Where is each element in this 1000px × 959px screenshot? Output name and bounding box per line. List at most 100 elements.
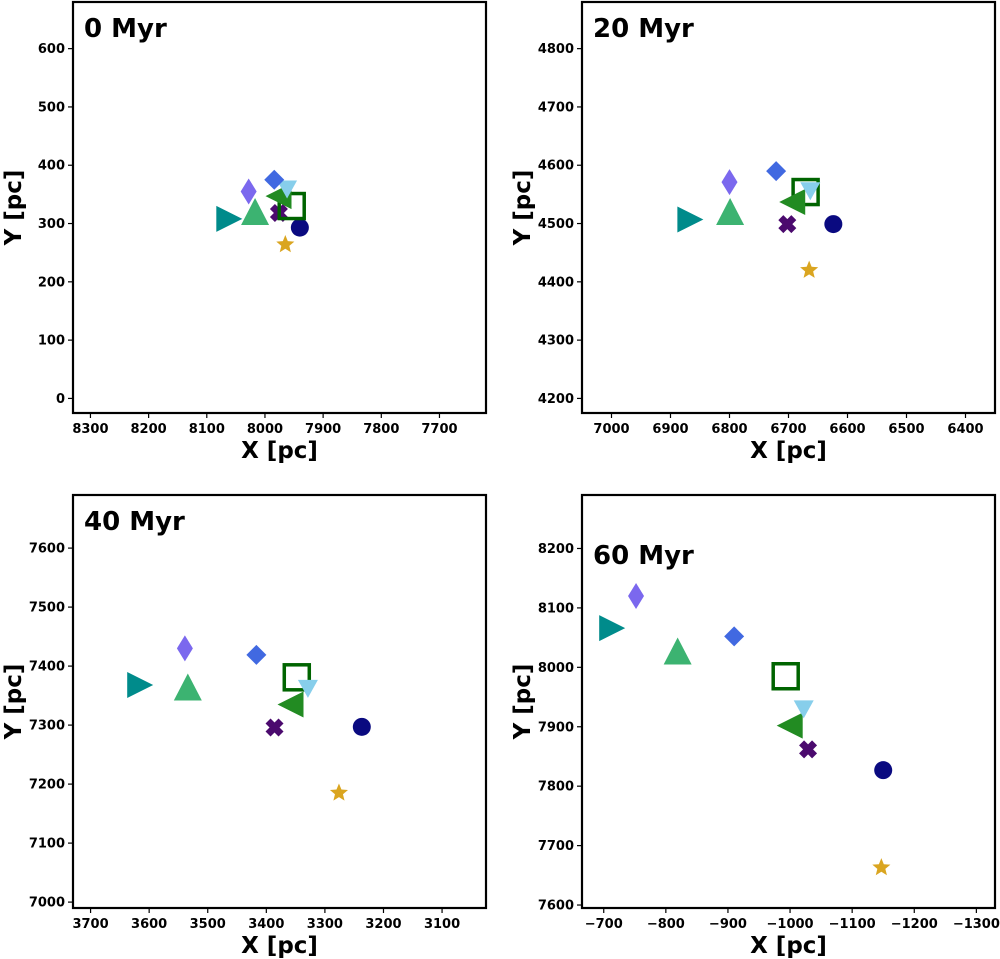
x-axis-label: X [pc] bbox=[241, 933, 318, 959]
x-tick-label: 6800 bbox=[711, 422, 747, 437]
panel-title: 40 Myr bbox=[84, 507, 185, 537]
x-tick-label: 7900 bbox=[305, 422, 341, 437]
x-axis-label: X [pc] bbox=[750, 438, 827, 464]
x-axis: 8300 8200 8100 8000 7900 7800 7700 bbox=[72, 413, 458, 437]
plot-area bbox=[582, 2, 995, 413]
x-tick-label: 8100 bbox=[189, 422, 225, 437]
y-axis: 7000 7100 7200 7300 7400 7500 7600 bbox=[29, 542, 73, 911]
plot-frame bbox=[580, 493, 997, 910]
marker-diamond2 bbox=[246, 644, 267, 665]
x-axis-label: X [pc] bbox=[750, 933, 827, 959]
marker-tri_down bbox=[800, 182, 821, 201]
x-axis: 7000 6900 6800 6700 6600 6500 6400 bbox=[593, 413, 984, 437]
y-tick-label: 7800 bbox=[538, 780, 574, 795]
panel-3: 3700 3600 3500 3400 3300 3200 3100 7000 7100 7200… bbox=[1, 493, 488, 959]
marker-tri_right bbox=[127, 671, 154, 698]
marker-diamond bbox=[628, 583, 645, 610]
x-tick-label: −1100 bbox=[829, 917, 876, 932]
y-axis-label: Y [pc] bbox=[1, 664, 27, 741]
markers bbox=[216, 169, 309, 253]
y-axis-label: Y [pc] bbox=[510, 170, 536, 247]
plot-area bbox=[73, 495, 486, 908]
marker-tri_up bbox=[716, 198, 745, 226]
y-tick-label: 8000 bbox=[538, 661, 574, 676]
marker-tri_left bbox=[779, 188, 806, 215]
marker-tri_down bbox=[297, 679, 318, 698]
y-tick-label: 4600 bbox=[538, 159, 574, 174]
marker-circle bbox=[824, 215, 843, 234]
y-tick-label: 7900 bbox=[538, 720, 574, 735]
y-axis-label: Y [pc] bbox=[510, 664, 536, 741]
marker-circle bbox=[352, 717, 371, 736]
y-tick-label: 7200 bbox=[29, 778, 65, 793]
x-tick-label: 6400 bbox=[947, 422, 983, 437]
y-tick-label: 4200 bbox=[538, 392, 574, 407]
marker-circle bbox=[874, 761, 893, 780]
x-tick-label: 7000 bbox=[593, 422, 629, 437]
y-tick-label: 300 bbox=[38, 217, 65, 232]
marker-square bbox=[791, 177, 820, 207]
y-tick-label: 4500 bbox=[538, 217, 574, 232]
x-axis: 3700 3600 3500 3400 3300 3200 3100 bbox=[72, 908, 460, 932]
x-tick-label: 6500 bbox=[888, 422, 924, 437]
x-tick-label: 8000 bbox=[247, 422, 283, 437]
marker-diamond2 bbox=[766, 161, 787, 182]
x-tick-label: −800 bbox=[647, 917, 685, 932]
panel-1: 8300 8200 8100 8000 7900 7800 7700 0 100 200 300 40… bbox=[1, 0, 488, 464]
x-tick-label: 6900 bbox=[652, 422, 688, 437]
x-tick-label: 3700 bbox=[72, 917, 108, 932]
y-tick-label: 8100 bbox=[538, 601, 574, 616]
y-tick-label: 7700 bbox=[538, 839, 574, 854]
y-axis: 4200 4300 4400 4500 4600 4700 4800 bbox=[538, 42, 582, 407]
y-tick-label: 7300 bbox=[29, 719, 65, 734]
x-tick-label: 3200 bbox=[365, 917, 401, 932]
x-tick-label: 8200 bbox=[131, 422, 167, 437]
marker-star bbox=[872, 858, 891, 876]
y-tick-label: 4300 bbox=[538, 334, 574, 349]
markers bbox=[127, 635, 371, 801]
y-tick-label: 500 bbox=[38, 100, 65, 115]
panel-title: 60 Myr bbox=[593, 541, 694, 571]
marker-star bbox=[276, 235, 295, 253]
x-tick-label: 3600 bbox=[131, 917, 167, 932]
y-tick-label: 0 bbox=[56, 392, 65, 407]
x-tick-label: 8300 bbox=[72, 422, 108, 437]
y-axis-label: Y [pc] bbox=[1, 170, 27, 247]
x-tick-label: −700 bbox=[585, 917, 623, 932]
marker-diamond bbox=[176, 635, 193, 662]
x-tick-label: −1200 bbox=[891, 917, 938, 932]
marker-tri_right bbox=[677, 206, 704, 233]
y-tick-label: 4800 bbox=[538, 42, 574, 57]
y-tick-label: 8200 bbox=[538, 542, 574, 557]
x-tick-label: 3500 bbox=[190, 917, 226, 932]
x-tick-label: −900 bbox=[709, 917, 747, 932]
y-axis: 0 100 200 300 400 500 600 bbox=[38, 42, 73, 407]
y-tick-label: 400 bbox=[38, 159, 65, 174]
markers bbox=[677, 161, 843, 278]
marker-tri_up bbox=[173, 673, 202, 701]
y-tick-label: 4400 bbox=[538, 275, 574, 290]
panel-title: 20 Myr bbox=[593, 14, 694, 44]
marker-cross bbox=[799, 740, 818, 759]
y-tick-label: 100 bbox=[38, 334, 65, 349]
x-tick-label: −1000 bbox=[767, 917, 814, 932]
marker-diamond bbox=[721, 169, 738, 196]
x-tick-label: 3400 bbox=[248, 917, 284, 932]
y-axis: 7600 7700 7800 7900 8000 8100 8200 bbox=[538, 542, 582, 914]
marker-square bbox=[277, 191, 306, 221]
y-tick-label: 7100 bbox=[29, 837, 65, 852]
x-tick-label: 3300 bbox=[307, 917, 343, 932]
y-tick-label: 7600 bbox=[538, 899, 574, 914]
x-axis-label: X [pc] bbox=[241, 438, 318, 464]
marker-star bbox=[329, 783, 348, 801]
y-tick-label: 200 bbox=[38, 275, 65, 290]
plot-area bbox=[582, 495, 995, 908]
marker-star bbox=[800, 260, 819, 278]
marker-tri_up bbox=[241, 198, 270, 226]
marker-diamond2 bbox=[724, 626, 745, 647]
marker-tri_left bbox=[277, 691, 304, 718]
panel-4: −700 −800 −900 −1000 −1100 −1200 −1300 7600 7700… bbox=[510, 493, 1000, 959]
markers bbox=[599, 583, 893, 876]
marker-cross bbox=[778, 215, 797, 234]
